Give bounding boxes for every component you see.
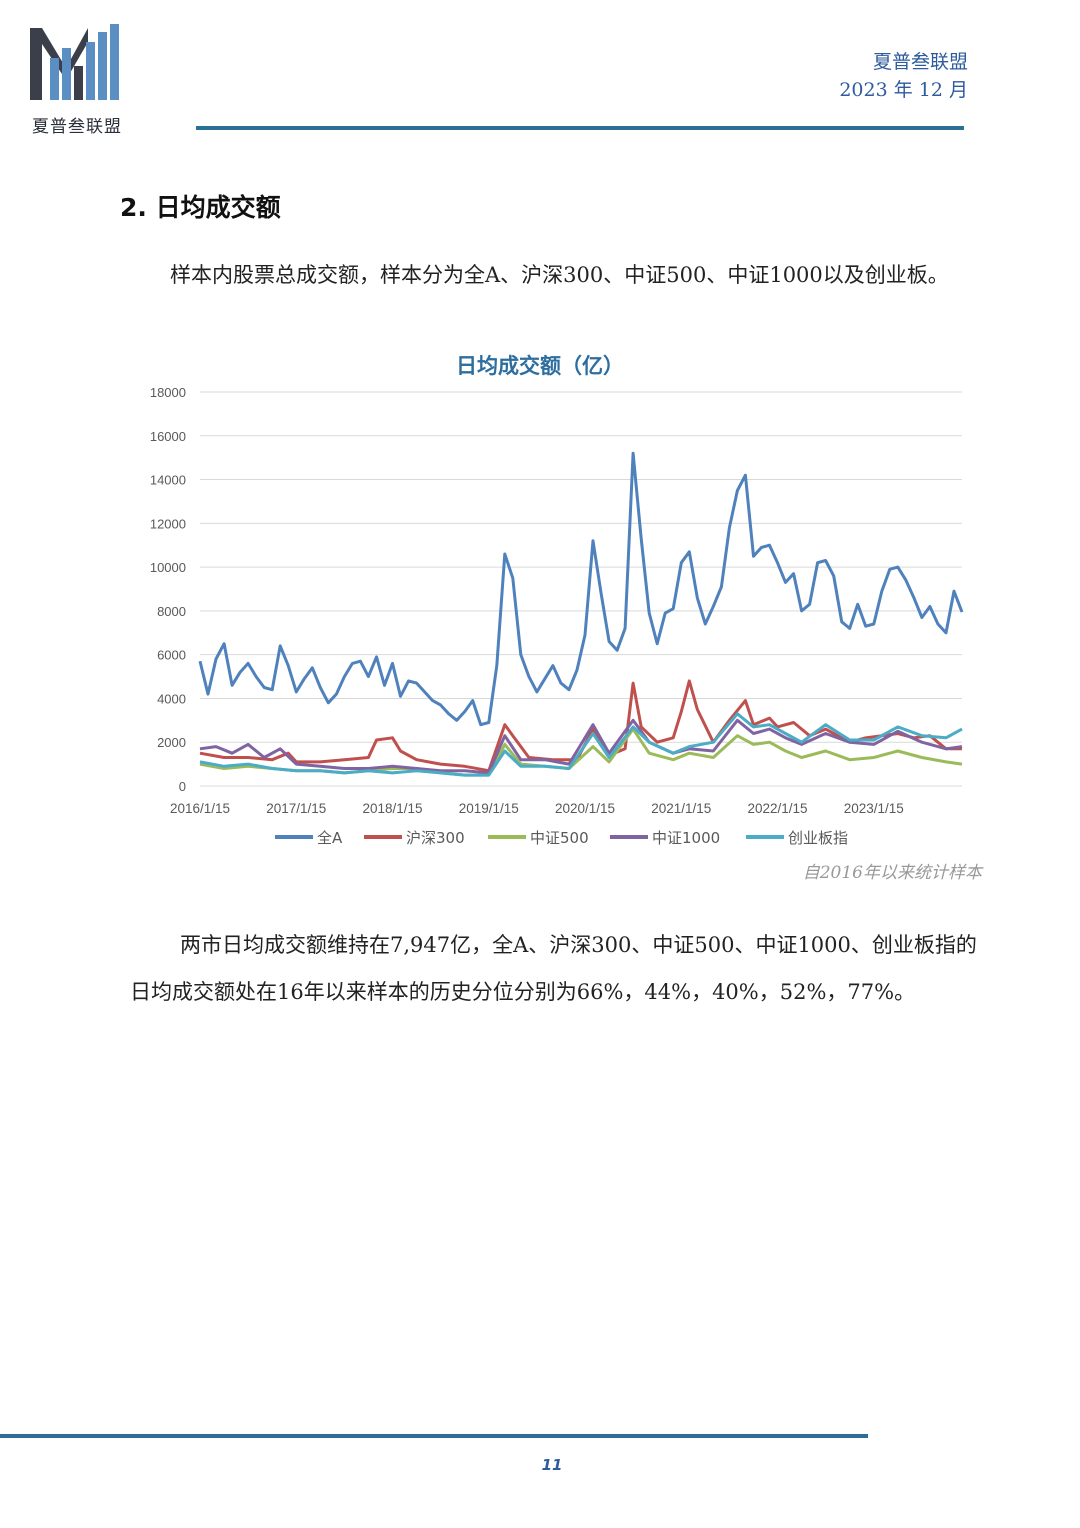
intro-paragraph: 样本内股票总成交额，样本分为全A、沪深300、中证500、中证1000以及创业板…: [170, 263, 949, 287]
y-tick-label: 8000: [157, 604, 186, 619]
header-divider: [196, 126, 964, 130]
series-line-1: [199, 679, 962, 773]
logo-text: 夏普叁联盟: [32, 117, 122, 137]
chart-gridlines: [200, 391, 962, 787]
section-title: 2. 日均成交额: [120, 193, 281, 222]
y-tick-label: 0: [179, 779, 186, 794]
y-tick-label: 10000: [150, 560, 186, 575]
header-date: 2023 年 12 月: [839, 79, 968, 101]
legend-label: 全A: [317, 829, 343, 847]
chart-source-note: 自2016年以来统计样本: [802, 863, 982, 883]
x-tick-label: 2023/1/15: [844, 801, 904, 816]
x-tick-label: 2021/1/15: [651, 801, 711, 816]
series-line-4: [199, 712, 963, 777]
y-tick-label: 12000: [150, 516, 186, 531]
y-tick-label: 14000: [150, 473, 186, 488]
legend-label: 中证500: [530, 829, 589, 847]
x-tick-label: 2019/1/15: [459, 801, 519, 816]
x-axis-ticks: 2016/1/15 2017/1/15 2018/1/15 2019/1/15 2020…: [170, 801, 904, 816]
line-chart: 0 2000 4000 6000 8000 10000 12000 14000 16000 180…: [150, 385, 964, 847]
x-tick-label: 2022/1/15: [747, 801, 807, 816]
y-axis-ticks: 0 2000 4000 6000 8000 10000 12000 14000 16000 180…: [150, 385, 186, 794]
series-line-0: [198, 451, 964, 727]
y-tick-label: 16000: [150, 429, 186, 444]
legend-label: 创业板指: [788, 829, 848, 847]
chart-series: [198, 451, 964, 777]
header-info: 夏普叁联盟 2023 年 12 月: [839, 48, 968, 104]
footer-divider: [0, 1434, 868, 1438]
x-tick-label: 2020/1/15: [555, 801, 615, 816]
chart-legend: 全A 沪深300 中证500 中证1000 创业板指: [275, 829, 848, 847]
y-tick-label: 4000: [157, 691, 186, 706]
x-tick-label: 2016/1/15: [170, 801, 230, 816]
summary-paragraph: 两市日均成交额维持在7,947亿，全A、沪深300、中证500、中证1000、创…: [130, 933, 977, 1004]
legend-label: 中证1000: [652, 829, 720, 847]
header-org: 夏普叁联盟: [872, 51, 968, 73]
x-tick-label: 2018/1/15: [362, 801, 422, 816]
brand-logo: 夏普叁联盟: [22, 18, 132, 138]
y-tick-label: 18000: [150, 385, 186, 400]
series-line-3: [199, 718, 963, 775]
y-tick-label: 2000: [157, 735, 186, 750]
chart-title: 日均成交额（亿）: [456, 354, 624, 378]
x-tick-label: 2017/1/15: [266, 801, 326, 816]
page-number: 11: [541, 1456, 563, 1474]
y-tick-label: 6000: [157, 648, 186, 663]
legend-label: 沪深300: [406, 829, 465, 847]
logo-mark-icon: [30, 24, 119, 100]
